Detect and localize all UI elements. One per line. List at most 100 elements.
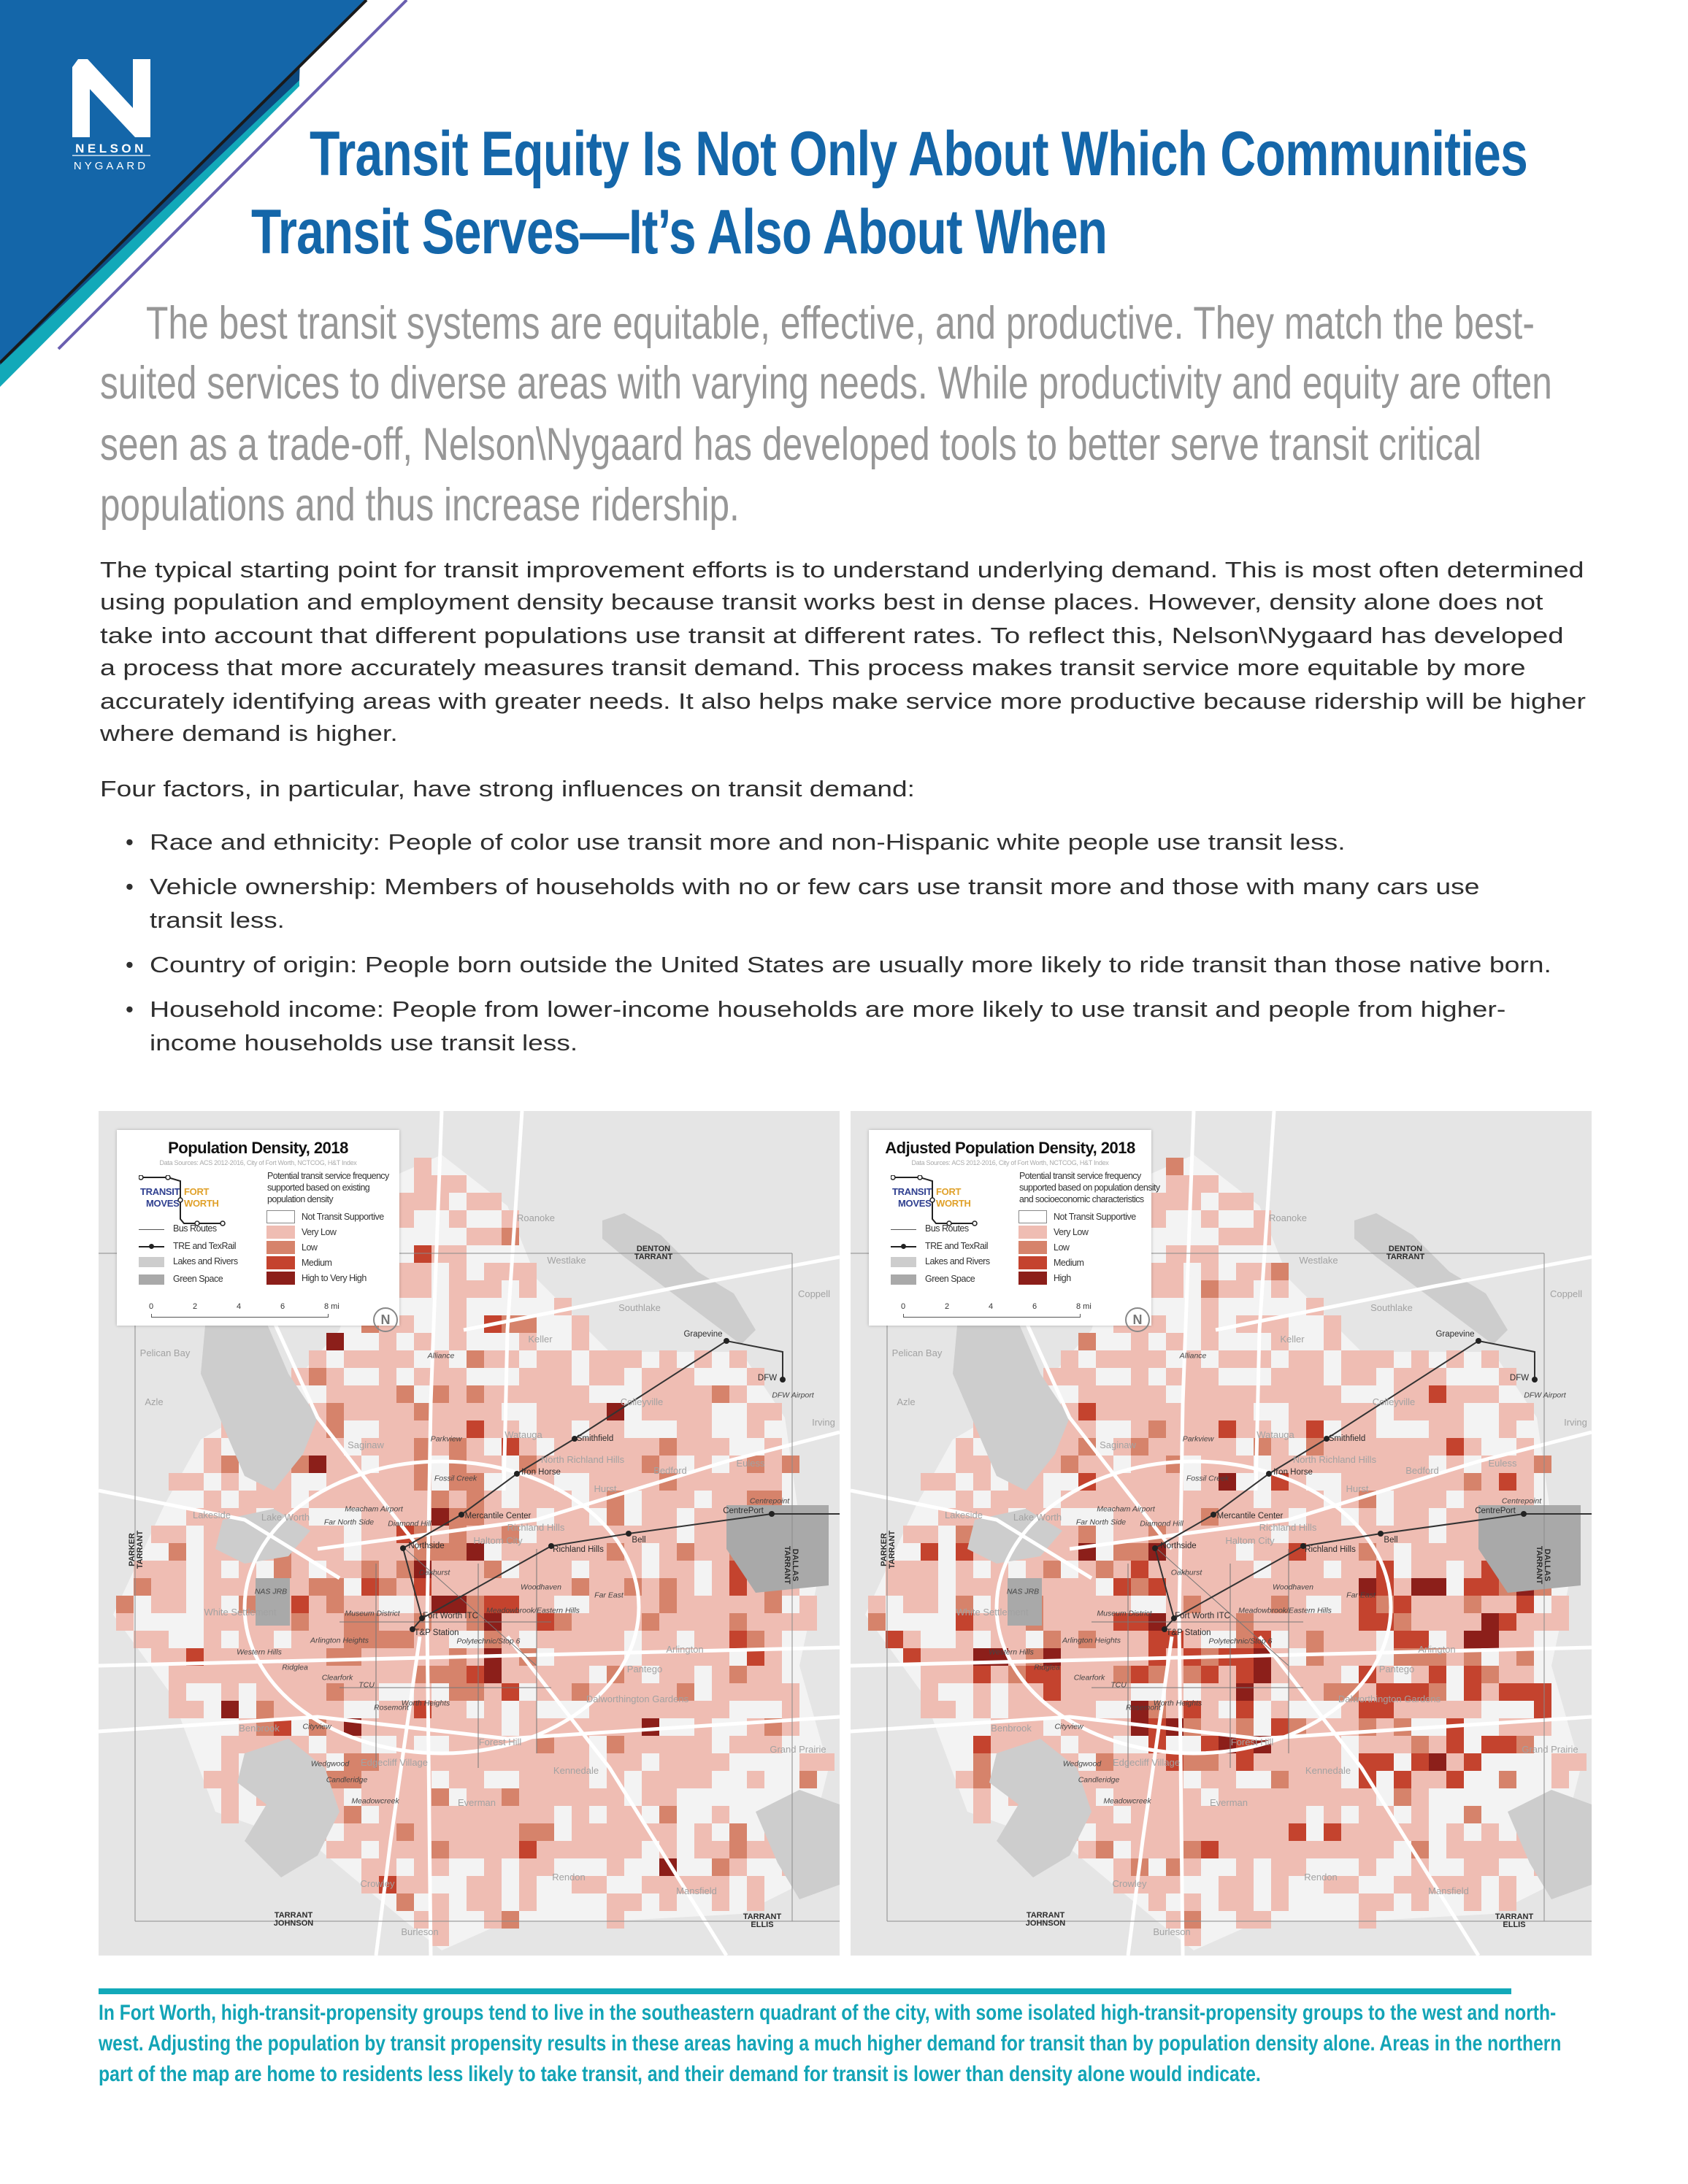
density-block bbox=[747, 1473, 764, 1491]
density-block bbox=[677, 1683, 694, 1701]
place-label: Irving bbox=[1564, 1416, 1587, 1428]
density-block bbox=[1534, 1683, 1551, 1701]
density-block bbox=[1341, 1561, 1359, 1578]
county-name: TARRANT bbox=[888, 1530, 897, 1569]
legend-swatch bbox=[266, 1241, 295, 1254]
legend-level-label: Not Transit Supportive bbox=[1054, 1212, 1136, 1222]
density-block bbox=[1219, 1350, 1236, 1368]
density-block bbox=[1131, 1543, 1148, 1561]
place-label: Mansfield bbox=[676, 1885, 717, 1896]
place-label: Arlington Heights bbox=[1062, 1636, 1121, 1645]
density-block bbox=[1148, 1403, 1166, 1420]
density-block bbox=[291, 1596, 309, 1613]
density-block bbox=[886, 1578, 903, 1596]
density-block bbox=[1113, 1543, 1131, 1561]
density-block bbox=[1148, 1315, 1166, 1333]
density-block bbox=[519, 1596, 537, 1613]
density-block bbox=[1289, 1788, 1306, 1806]
density-block bbox=[1376, 1718, 1394, 1736]
density-block bbox=[1201, 1420, 1219, 1438]
density-block bbox=[1061, 1596, 1078, 1613]
density-block bbox=[642, 1631, 659, 1648]
density-block bbox=[642, 1736, 659, 1753]
density-block bbox=[1411, 1543, 1429, 1561]
density-block bbox=[1061, 1631, 1078, 1648]
density-block bbox=[589, 1438, 607, 1456]
density-block bbox=[1341, 1368, 1359, 1385]
place-label: Woodhaven bbox=[1272, 1583, 1314, 1592]
density-block bbox=[1219, 1596, 1236, 1613]
density-block bbox=[467, 1385, 484, 1403]
density-block bbox=[1236, 1806, 1254, 1823]
place-label: Meadowcreek bbox=[1103, 1796, 1151, 1806]
density-block bbox=[1394, 1613, 1411, 1631]
density-block bbox=[1131, 1771, 1148, 1788]
density-block bbox=[204, 1438, 221, 1456]
density-block bbox=[256, 1701, 274, 1718]
density-block bbox=[712, 1385, 729, 1403]
density-block bbox=[396, 1666, 414, 1683]
density-block bbox=[607, 1578, 624, 1596]
scale-label: 2 bbox=[945, 1302, 950, 1311]
density-block bbox=[1446, 1385, 1464, 1403]
county-name: JOHNSON bbox=[1025, 1919, 1066, 1928]
density-block bbox=[169, 1683, 186, 1701]
density-block bbox=[1359, 1596, 1376, 1613]
density-block bbox=[1411, 1578, 1429, 1596]
density-block bbox=[1446, 1823, 1464, 1841]
map-legend: Adjusted Population Density, 2018 Data So… bbox=[869, 1130, 1160, 1332]
density-block bbox=[1341, 1841, 1359, 1858]
density-block bbox=[1359, 1561, 1376, 1578]
density-block bbox=[1306, 1526, 1324, 1543]
legend-swatch bbox=[1018, 1241, 1047, 1254]
density-block bbox=[712, 1858, 729, 1876]
density-block bbox=[1341, 1596, 1359, 1613]
density-block bbox=[659, 1438, 677, 1456]
density-block bbox=[467, 1403, 484, 1420]
lead-line: populations and thus increase ridership. bbox=[100, 480, 740, 531]
density-block bbox=[484, 1876, 502, 1893]
density-block bbox=[1148, 1631, 1166, 1648]
density-block bbox=[1131, 1666, 1148, 1683]
density-block bbox=[344, 1683, 361, 1701]
scale-bar bbox=[151, 1314, 329, 1318]
place-label: Meadowbrook/Eastern Hills bbox=[486, 1606, 580, 1615]
density-block bbox=[1271, 1893, 1289, 1911]
density-block bbox=[729, 1858, 747, 1876]
transit-moves-fort-worth-logo bbox=[891, 1175, 978, 1226]
highway bbox=[99, 1645, 840, 1668]
density-block bbox=[1551, 1771, 1569, 1788]
density-block bbox=[1394, 1701, 1411, 1718]
legend-swatch bbox=[266, 1210, 295, 1223]
density-block bbox=[1464, 1701, 1481, 1718]
population-density-map: Roanoke Westlake Southlake Coppell Keller Gra… bbox=[99, 1111, 840, 1956]
place-label: Burleson bbox=[401, 1926, 439, 1937]
density-block bbox=[1201, 1701, 1219, 1718]
data-sources: Data Sources: ACS 2012-2016, City of For… bbox=[159, 1159, 357, 1166]
density-block bbox=[694, 1385, 712, 1403]
density-block bbox=[1201, 1403, 1219, 1420]
density-block bbox=[642, 1578, 659, 1596]
density-block bbox=[554, 1578, 572, 1596]
density-block bbox=[484, 1578, 502, 1596]
density-block bbox=[361, 1508, 379, 1526]
density-block bbox=[1411, 1491, 1429, 1508]
density-block bbox=[607, 1350, 624, 1368]
density-block bbox=[1359, 1823, 1376, 1841]
density-block bbox=[624, 1841, 642, 1858]
density-block bbox=[921, 1683, 938, 1701]
density-block bbox=[1254, 1911, 1271, 1929]
density-block bbox=[712, 1841, 729, 1858]
density-block bbox=[1236, 1841, 1254, 1858]
density-block bbox=[1359, 1473, 1376, 1491]
green-space-swatch bbox=[139, 1274, 164, 1285]
density-block bbox=[1359, 1508, 1376, 1526]
density-block bbox=[431, 1245, 449, 1263]
density-block bbox=[502, 1228, 519, 1245]
density-block bbox=[1236, 1858, 1254, 1876]
density-block bbox=[484, 1350, 502, 1368]
density-block bbox=[1201, 1543, 1219, 1561]
density-block bbox=[1411, 1596, 1429, 1613]
county-boundary-label: TARRANT JOHNSON bbox=[274, 1912, 313, 1928]
place-label: CentrePort bbox=[723, 1506, 764, 1515]
